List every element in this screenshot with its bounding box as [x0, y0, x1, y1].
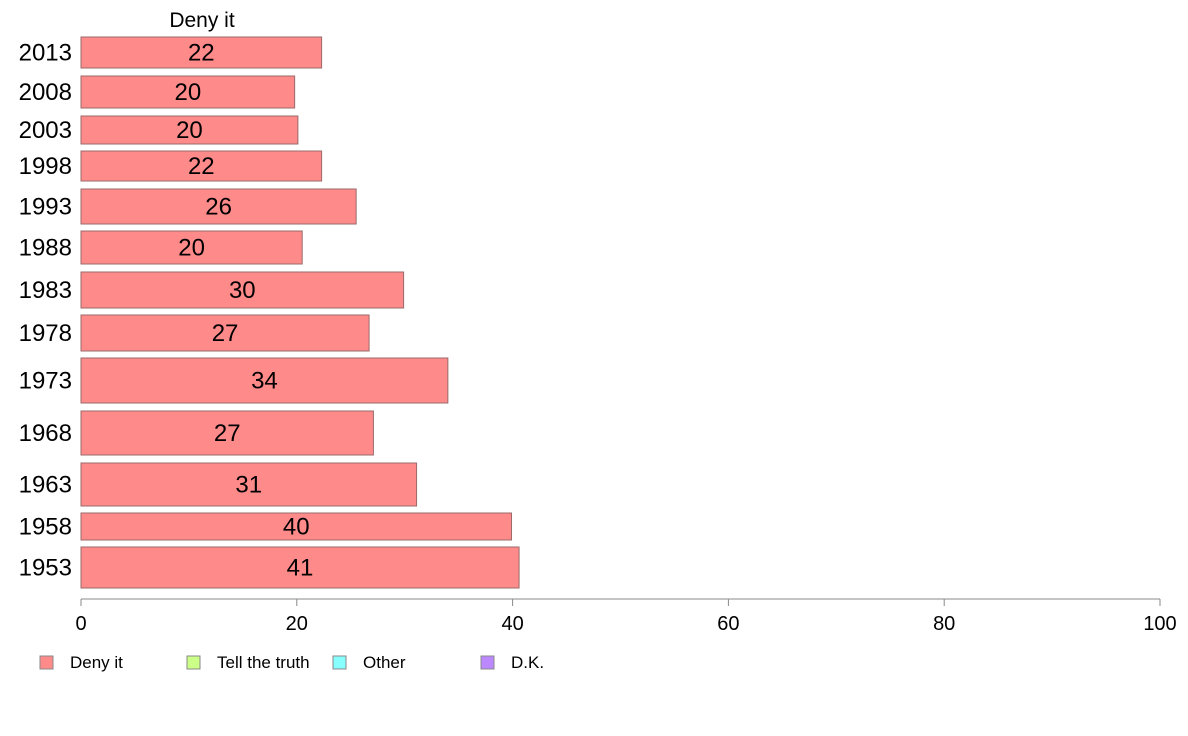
category-label: 1958	[19, 514, 72, 541]
bars-group: 2013 22 2008 20 2003 20 1998 22 1993 26 1988 20 1983…	[19, 36, 520, 589]
x-tick-label: 40	[501, 613, 523, 635]
legend-label: Deny it	[70, 653, 123, 672]
category-label: 1993	[19, 194, 72, 221]
legend-swatch	[480, 655, 495, 670]
category-label: 1953	[19, 555, 72, 582]
data-label: 34	[251, 368, 278, 395]
data-label: 27	[214, 420, 241, 447]
bar	[80, 271, 405, 309]
x-tick-label: 80	[933, 613, 955, 635]
category-label: 2008	[19, 79, 72, 106]
data-label: 31	[235, 472, 262, 499]
category-label: 1968	[19, 420, 72, 447]
bar	[80, 410, 374, 456]
bar	[80, 115, 299, 145]
bar	[80, 150, 323, 182]
legend-swatch	[332, 655, 347, 670]
category-label: 2003	[19, 117, 72, 144]
data-label: 20	[176, 117, 203, 144]
data-label: 22	[188, 40, 215, 67]
data-label: 27	[212, 320, 239, 347]
bar	[80, 230, 303, 265]
x-tick-label: 20	[286, 613, 308, 635]
data-label: 20	[178, 235, 205, 262]
bar	[80, 462, 418, 507]
category-label: 1963	[19, 472, 72, 499]
bar	[80, 188, 357, 225]
data-label: 20	[174, 79, 201, 106]
data-label: 30	[229, 277, 256, 304]
legend-label: D.K.	[511, 653, 544, 672]
x-tick-label: 60	[717, 613, 739, 635]
data-label: 26	[205, 194, 232, 221]
legend-swatch	[186, 655, 201, 670]
x-axis: 0 20 40 60 80 100	[75, 598, 1177, 635]
bar	[80, 357, 449, 404]
legend-label: Tell the truth	[217, 653, 310, 672]
data-label: 22	[188, 153, 215, 180]
legend-swatch	[39, 655, 54, 670]
bar	[80, 314, 370, 352]
legend-label: Other	[363, 653, 406, 672]
bar	[80, 512, 513, 541]
category-label: 1978	[19, 320, 72, 347]
data-label: 40	[283, 514, 310, 541]
category-label: 1973	[19, 368, 72, 395]
category-label: 1998	[19, 153, 72, 180]
bar	[80, 36, 323, 69]
bar	[80, 75, 296, 109]
x-tick-label: 100	[1143, 613, 1176, 635]
data-label: 41	[287, 555, 314, 582]
category-label: 1988	[19, 235, 72, 262]
category-label: 1983	[19, 277, 72, 304]
chart-title: Deny it	[169, 9, 235, 32]
x-tick-label: 0	[75, 613, 86, 635]
legend: Deny it Tell the truth Other D.K.	[39, 653, 544, 672]
bar	[80, 546, 520, 589]
category-label: 2013	[19, 40, 72, 67]
